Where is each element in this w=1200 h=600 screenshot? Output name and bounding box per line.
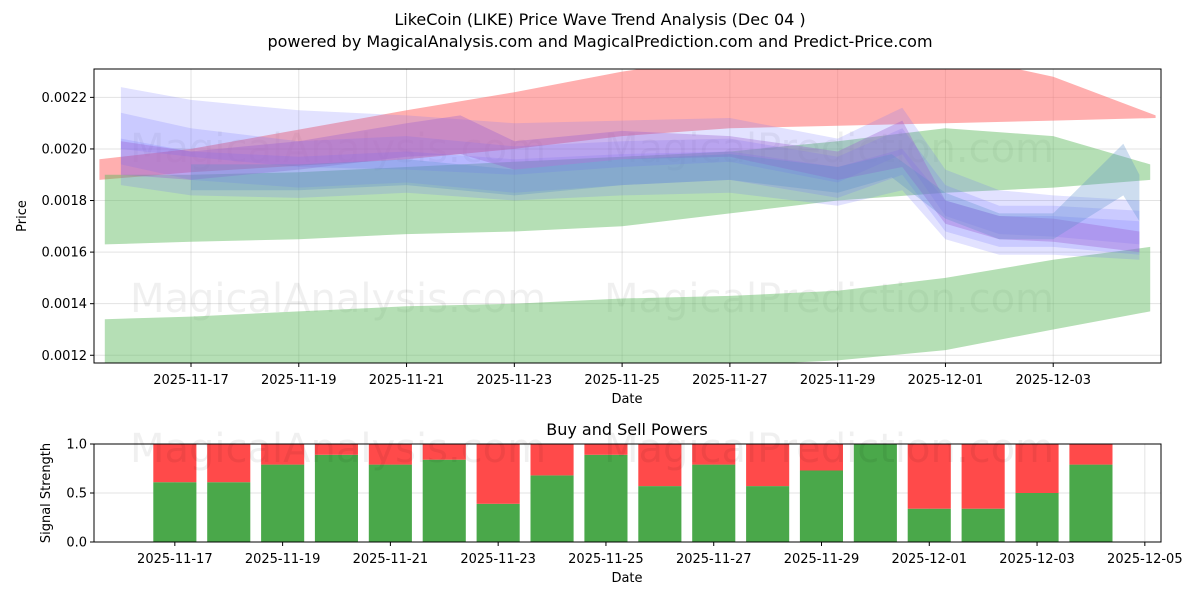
power-bars bbox=[153, 444, 1113, 542]
y-tick-label: 0.0020 bbox=[42, 142, 88, 157]
sell-bar bbox=[314, 444, 358, 455]
x-tick-label: 2025-11-23 bbox=[460, 552, 536, 567]
sell-bar bbox=[261, 444, 305, 465]
buy-bar bbox=[153, 482, 197, 542]
y-tick-label: 0.0 bbox=[66, 536, 87, 551]
green-lower-band bbox=[104, 246, 1151, 363]
buy-bar bbox=[799, 470, 843, 542]
sell-bar bbox=[476, 444, 520, 504]
sell-bar bbox=[530, 444, 574, 476]
price-y-axis: 0.0012 0.0014 0.0016 0.0018 0.0020 0.0022 bbox=[42, 91, 94, 364]
chart-title: LikeCoin (LIKE) Price Wave Trend Analysi… bbox=[394, 10, 805, 29]
price-x-label: Date bbox=[611, 392, 642, 407]
x-tick-label: 2025-11-27 bbox=[692, 373, 768, 388]
sell-bar bbox=[207, 444, 251, 483]
x-tick-label: 2025-11-19 bbox=[261, 373, 337, 388]
watermark-text: MagicalPrediction.com bbox=[604, 126, 1054, 172]
x-tick-label: 2025-11-29 bbox=[800, 373, 876, 388]
sell-bar bbox=[584, 444, 628, 455]
buy-bar bbox=[1069, 464, 1113, 542]
steel-wave-band bbox=[191, 143, 1140, 240]
sell-bar bbox=[961, 444, 1005, 509]
buy-bar bbox=[853, 444, 897, 542]
buy-bar bbox=[207, 482, 251, 542]
sell-bar bbox=[907, 444, 951, 509]
buy-bar bbox=[638, 486, 682, 542]
x-tick-label: 2025-12-01 bbox=[891, 552, 967, 567]
sell-bar bbox=[1015, 444, 1059, 493]
sell-bar bbox=[799, 444, 843, 471]
x-tick-label: 2025-11-25 bbox=[568, 552, 644, 567]
x-tick-label: 2025-11-21 bbox=[353, 552, 429, 567]
power-panel: Buy and Sell Powers MagicalAnalysis.com … bbox=[39, 420, 1183, 586]
purple-wave-band bbox=[120, 115, 1140, 253]
x-tick-label: 2025-11-19 bbox=[245, 552, 321, 567]
buy-bar bbox=[961, 508, 1005, 542]
x-tick-label: 2025-11-17 bbox=[153, 373, 229, 388]
price-bands bbox=[99, 69, 1156, 363]
power-y-axis: 0.0 0.5 1.0 bbox=[66, 438, 94, 551]
sell-bar bbox=[1069, 444, 1113, 465]
watermark-text: MagicalAnalysis.com bbox=[130, 426, 546, 472]
x-tick-label: 2025-11-29 bbox=[784, 552, 860, 567]
sell-bar bbox=[746, 444, 790, 487]
y-tick-label: 0.0016 bbox=[42, 246, 88, 261]
x-tick-label: 2025-11-25 bbox=[584, 373, 660, 388]
x-tick-label: 2025-11-21 bbox=[369, 373, 445, 388]
buy-bar bbox=[476, 503, 520, 542]
y-tick-label: 0.0022 bbox=[42, 91, 88, 106]
y-tick-label: 0.0014 bbox=[42, 297, 88, 312]
buy-bar bbox=[261, 464, 305, 542]
watermark-text: MagicalAnalysis.com bbox=[130, 276, 546, 322]
blue-wave-band-1 bbox=[120, 87, 1140, 245]
x-tick-label: 2025-12-01 bbox=[908, 373, 984, 388]
buy-bar bbox=[692, 464, 736, 542]
watermark-text: MagicalPrediction.com bbox=[604, 426, 1054, 472]
buy-bar bbox=[746, 486, 790, 542]
sell-bar bbox=[368, 444, 412, 465]
x-tick-label: 2025-11-17 bbox=[137, 552, 213, 567]
red-trend-band bbox=[99, 69, 1156, 180]
sell-bar bbox=[422, 444, 466, 460]
price-panel: MagicalAnalysis.com MagicalPrediction.co… bbox=[15, 68, 1162, 407]
power-watermarks: MagicalAnalysis.com MagicalPrediction.co… bbox=[130, 426, 1054, 472]
price-y-label: Price bbox=[15, 200, 30, 232]
buy-bar bbox=[422, 459, 466, 542]
blue-wave-band-2 bbox=[120, 112, 1140, 255]
power-x-axis: 2025-11-17 2025-11-19 2025-11-21 2025-11-23… bbox=[137, 542, 1183, 567]
buy-bar bbox=[314, 454, 358, 542]
x-tick-label: 2025-12-05 bbox=[1107, 552, 1183, 567]
power-x-label: Date bbox=[611, 571, 642, 586]
buy-bar bbox=[1015, 493, 1059, 542]
chart-subtitle: powered by MagicalAnalysis.com and Magic… bbox=[267, 32, 932, 51]
x-tick-label: 2025-12-03 bbox=[999, 552, 1075, 567]
y-tick-label: 0.0012 bbox=[42, 349, 88, 364]
y-tick-label: 0.5 bbox=[66, 487, 87, 502]
buy-bar bbox=[907, 508, 951, 542]
price-x-axis: 2025-11-17 2025-11-19 2025-11-21 2025-11-23… bbox=[153, 363, 1091, 388]
buy-bar bbox=[584, 454, 628, 542]
sell-bar bbox=[638, 444, 682, 487]
power-title: Buy and Sell Powers bbox=[546, 420, 708, 439]
watermark-text: MagicalPrediction.com bbox=[604, 276, 1054, 322]
green-upper-band bbox=[104, 128, 1151, 245]
power-y-label: Signal Strength bbox=[39, 443, 54, 543]
sell-bar bbox=[153, 444, 197, 483]
price-plot-frame bbox=[93, 68, 1162, 364]
blue-wave-band-3 bbox=[120, 138, 1140, 260]
x-tick-label: 2025-11-27 bbox=[676, 552, 752, 567]
y-tick-label: 0.0018 bbox=[42, 194, 88, 209]
buy-bar bbox=[530, 475, 574, 542]
sell-bar bbox=[692, 444, 736, 465]
x-tick-label: 2025-11-23 bbox=[477, 373, 553, 388]
buy-bar bbox=[368, 464, 412, 542]
x-tick-label: 2025-12-03 bbox=[1015, 373, 1091, 388]
y-tick-label: 1.0 bbox=[66, 438, 87, 453]
